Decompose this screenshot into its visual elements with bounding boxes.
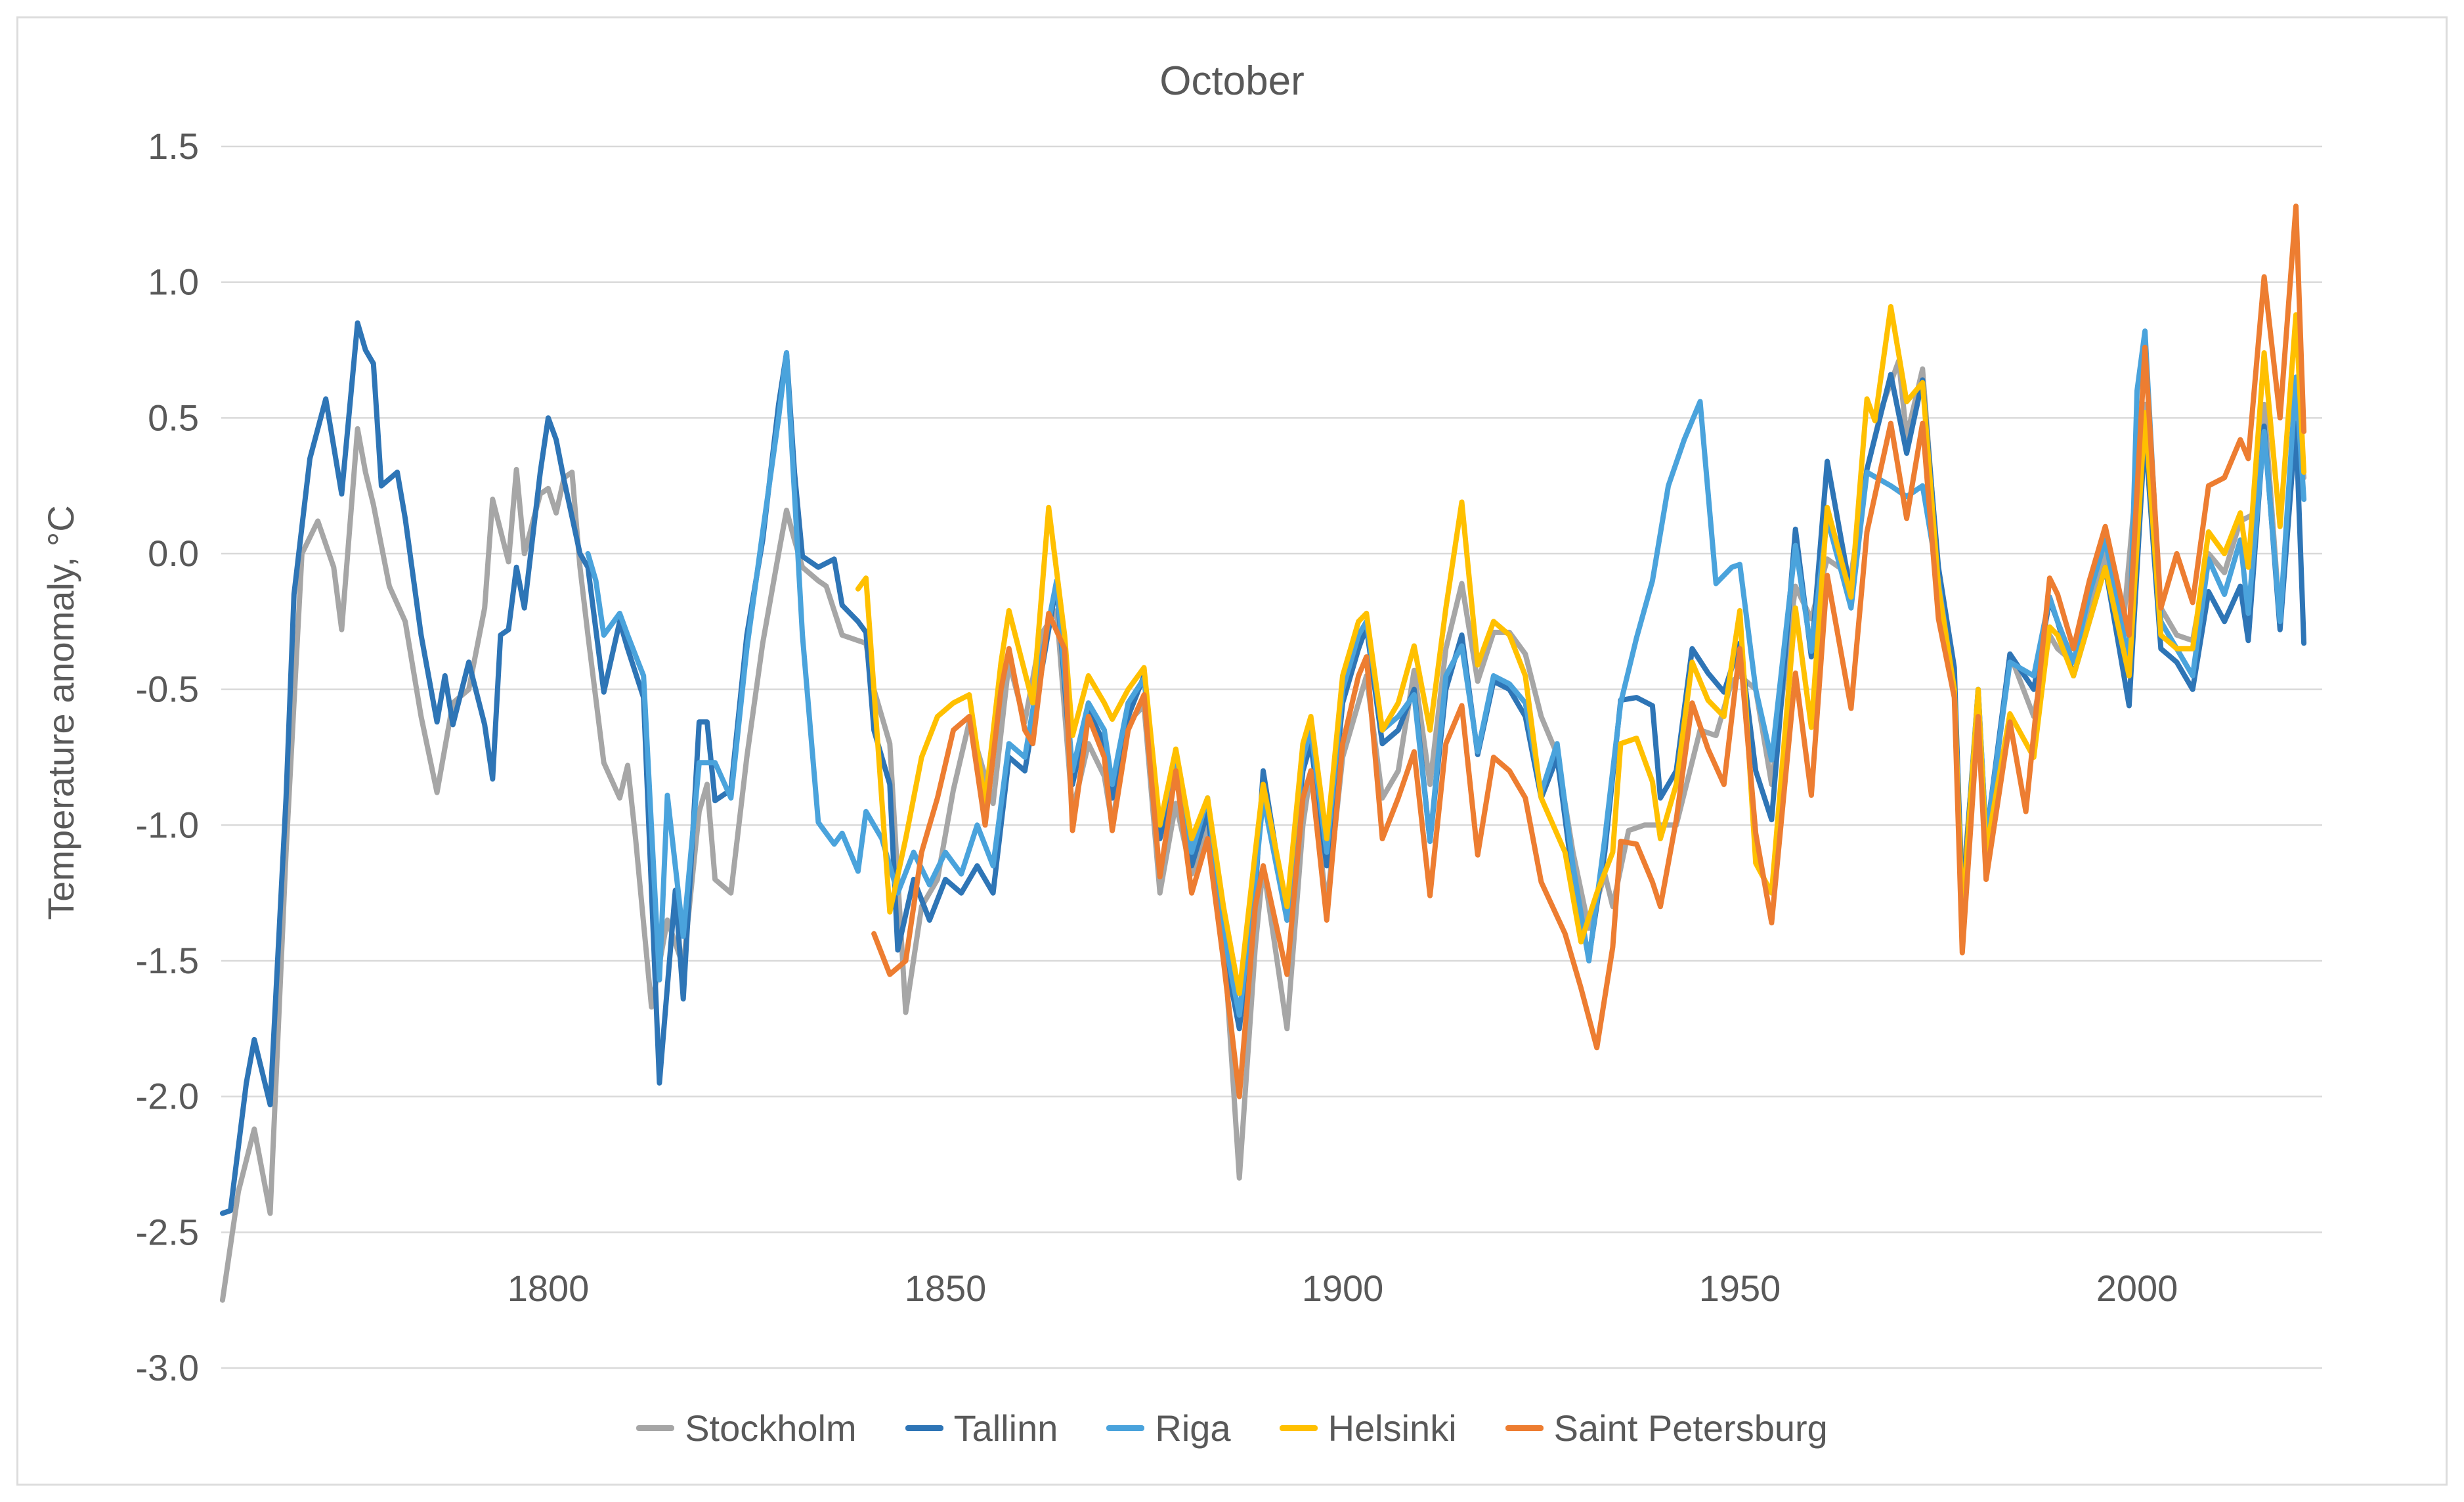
y-tick-label: -2.5 [136, 1211, 200, 1252]
y-tick-label: 0.0 [148, 533, 199, 574]
x-tick-label: 2000 [2096, 1268, 2178, 1309]
legend: Stockholm Tallinn Riga Helsinki Saint Peters… [0, 1407, 2464, 1449]
legend-item-saint-petersburg: Saint Petersburg [1505, 1407, 1828, 1449]
legend-swatch-icon [1106, 1425, 1145, 1431]
series-line-riga [585, 328, 2307, 1018]
legend-item-helsinki: Helsinki [1279, 1407, 1457, 1449]
x-tick-label: 1900 [1302, 1268, 1384, 1309]
series-line-saint-petersburg [871, 203, 2307, 1099]
legend-swatch-icon [1505, 1425, 1544, 1431]
series-line-tallinn [219, 320, 2307, 1216]
chart-title: October [1159, 58, 1305, 104]
legend-label: Saint Petersburg [1553, 1407, 1828, 1449]
legend-swatch-icon [636, 1425, 675, 1431]
y-tick-label: -0.5 [136, 669, 200, 710]
y-tick-label: 1.0 [148, 261, 199, 303]
x-tick-label: 1800 [508, 1268, 590, 1309]
y-tick-label: 0.5 [148, 397, 199, 438]
x-tick-label: 1950 [1699, 1268, 1781, 1309]
x-tick-label: 1850 [905, 1268, 987, 1309]
legend-label: Helsinki [1328, 1407, 1457, 1449]
y-tick-label: -3.0 [136, 1347, 200, 1388]
legend-item-riga: Riga [1106, 1407, 1231, 1449]
y-axis-title: Temperature anomaly, °C [40, 505, 81, 919]
legend-label: Riga [1155, 1407, 1231, 1449]
y-tick-label: 1.5 [148, 125, 199, 167]
y-tick-label: -1.5 [136, 940, 200, 981]
chart-frame: October [16, 16, 2448, 1486]
legend-item-tallinn: Tallinn [905, 1407, 1058, 1449]
legend-swatch-icon [1279, 1425, 1318, 1431]
legend-label: Tallinn [953, 1407, 1058, 1449]
legend-item-stockholm: Stockholm [636, 1407, 857, 1449]
legend-label: Stockholm [685, 1407, 857, 1449]
legend-swatch-icon [905, 1425, 943, 1431]
y-tick-label: -2.0 [136, 1076, 200, 1117]
y-tick-label: -1.0 [136, 804, 200, 845]
series-line-helsinki [855, 303, 2307, 996]
